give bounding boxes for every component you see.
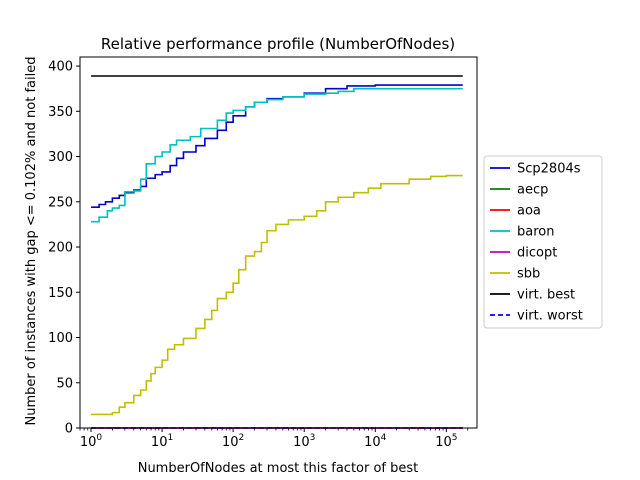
x-tick-label: 103 (293, 433, 315, 450)
x-tick-label: 100 (80, 433, 103, 450)
y-tick-label: 100 (48, 331, 73, 346)
legend-frame (483, 155, 603, 329)
legend-label-5: sbb (517, 267, 540, 282)
legend-label-4: dicopt (517, 246, 557, 261)
y-tick-label: 350 (48, 105, 73, 120)
legend-label-2: aoa (517, 204, 541, 219)
series-line-3 (91, 87, 463, 223)
y-tick-label: 250 (48, 195, 73, 210)
x-tick-label: 104 (364, 433, 387, 450)
y-tick-label: 0 (65, 422, 73, 437)
legend-label-3: baron (517, 225, 554, 240)
y-tick-label: 300 (48, 150, 73, 165)
x-tick-label: 105 (435, 433, 457, 450)
y-tick-label: 400 (48, 60, 73, 75)
plot-frame (79, 56, 478, 429)
series-line-5 (91, 174, 463, 416)
legend: Scp2804s aecp aoa baron dicopt sbb virt. best v… (483, 155, 603, 329)
legend-label-0: Scp2804s (517, 162, 581, 177)
legend-label-7: virt. worst (517, 309, 583, 324)
y-axis-label: Number of instances with gap <= 0.102% a… (24, 57, 39, 426)
x-axis-label: NumberOfNodes at most this factor of bes… (138, 461, 419, 476)
legend-label-1: aecp (517, 183, 548, 198)
x-tick-label: 101 (151, 433, 173, 450)
y-tick-label: 200 (48, 241, 73, 256)
y-tick-label: 50 (56, 376, 73, 391)
chart-title: Relative performance profile (NumberOfNo… (101, 35, 455, 53)
plot-area: 0 50 100 150 200 250 300 350 400 100 101 102 103 104 1… (48, 56, 478, 450)
legend-label-6: virt. best (517, 288, 575, 303)
x-tick-label: 102 (222, 433, 244, 450)
y-tick-label: 150 (48, 286, 73, 301)
series-line-0 (91, 84, 463, 209)
